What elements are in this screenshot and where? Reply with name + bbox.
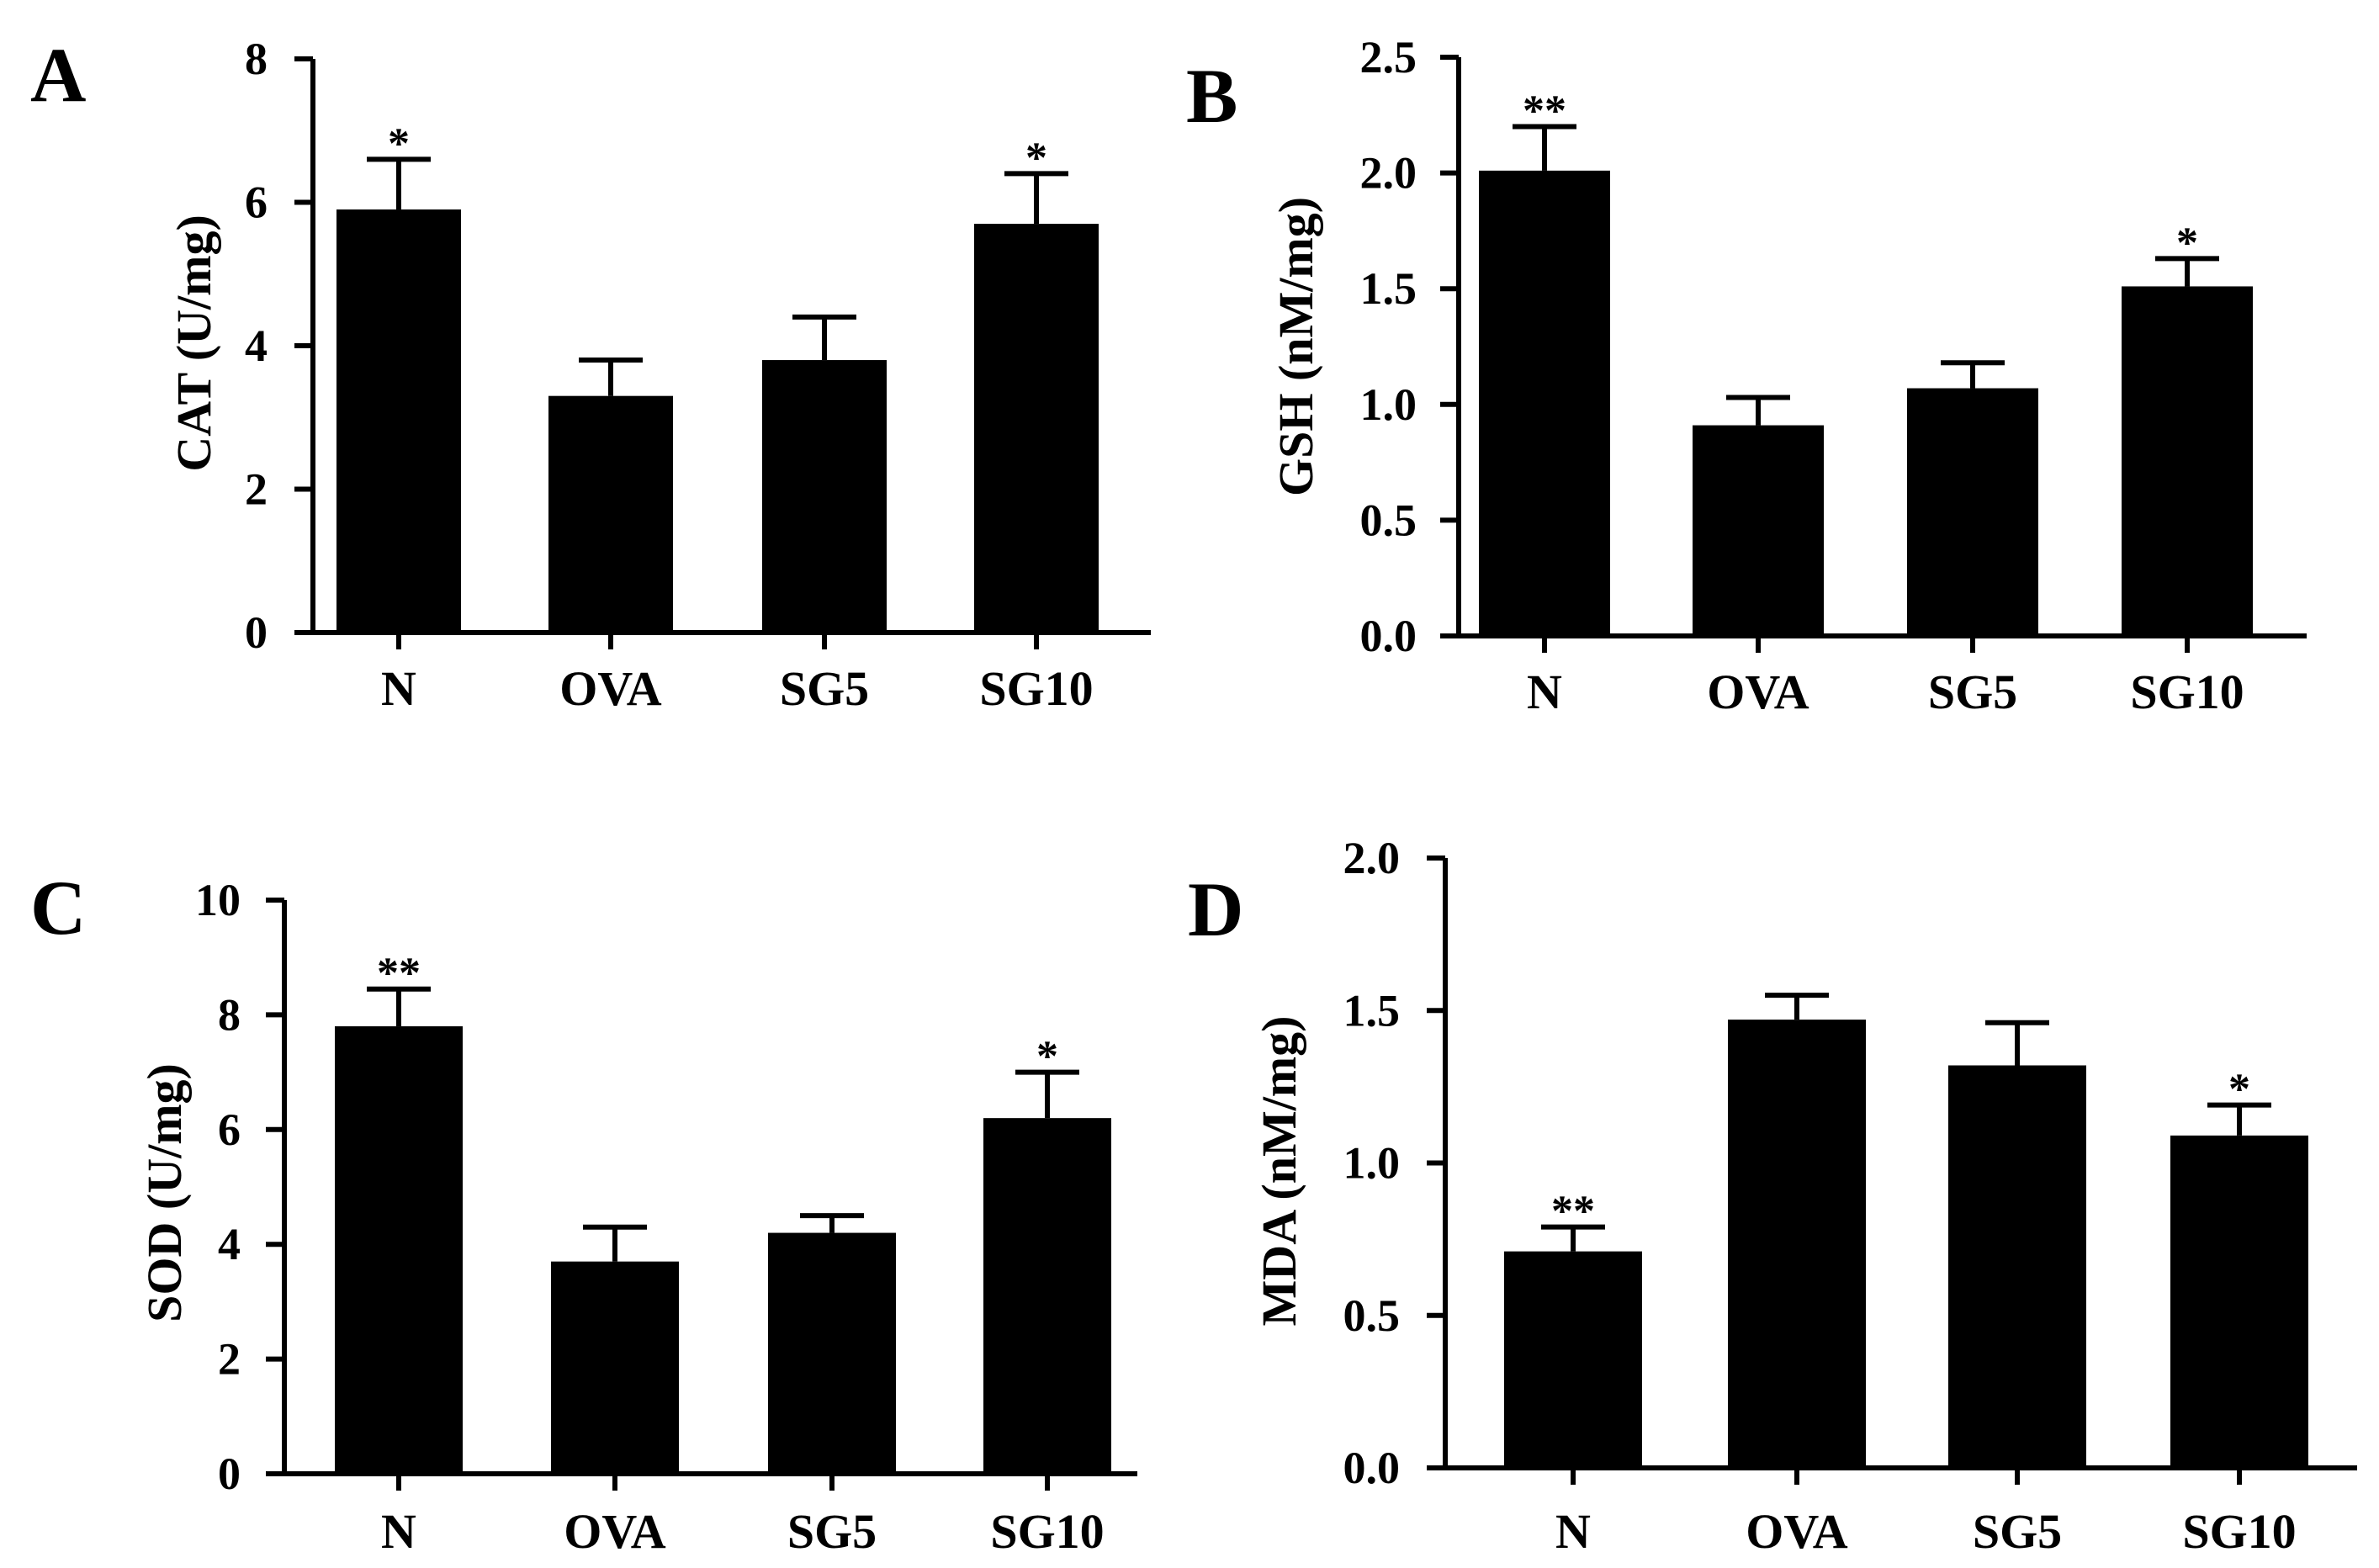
bar-ova — [1728, 1020, 1866, 1468]
bar-n — [335, 1026, 463, 1474]
x-tick-label: SG5 — [780, 661, 869, 716]
y-tick-label: 6 — [245, 177, 268, 228]
y-tick-label: 0.0 — [1360, 611, 1417, 661]
y-tick-label: 1.5 — [1360, 263, 1417, 314]
y-axis-title: SOD (U/mg) — [137, 1063, 192, 1322]
x-tick-label: SG10 — [990, 1504, 1104, 1559]
significance-mark: * — [388, 119, 410, 167]
y-tick-label: 6 — [218, 1104, 241, 1155]
panel-a-plot: 0 2 4 6 8 * N OVA SG5 * SG10 — [245, 34, 1151, 716]
panel-d: D 0.0 0.5 1.0 1.5 2.0 ** N OVA SG5 * SG10 MDA (nM/… — [1188, 833, 2357, 1559]
bar-ova — [551, 1261, 679, 1474]
y-tick-label: 4 — [245, 320, 268, 371]
bar-sg5 — [768, 1232, 896, 1474]
y-tick-label: 0.0 — [1343, 1443, 1401, 1493]
y-tick-label: 4 — [218, 1219, 241, 1269]
panel-letter: C — [30, 865, 86, 951]
y-axis-title: MDA (nM/mg) — [1252, 1016, 1306, 1327]
x-tick-label: OVA — [559, 661, 662, 716]
bar-n — [336, 209, 461, 633]
y-tick-label: 2 — [218, 1334, 241, 1385]
y-tick-label: 0.5 — [1343, 1290, 1401, 1341]
y-tick-label: 0 — [218, 1449, 241, 1499]
bar-sg5 — [1948, 1065, 2086, 1468]
y-tick-label: 8 — [245, 34, 268, 84]
panel-b-plot: 0.0 0.5 1.0 1.5 2.0 2.5 ** N OVA SG5 * SG10 — [1360, 32, 2307, 719]
x-tick-label: N — [381, 1504, 416, 1559]
x-tick-label: SG5 — [1973, 1504, 2062, 1559]
panel-c-plot: 0 2 4 6 8 10 ** N OVA SG5 * SG10 — [195, 875, 1137, 1559]
panel-c: C 0 2 4 6 8 10 ** N OVA SG5 * SG10 SOD (U/mg) — [30, 865, 1137, 1559]
y-tick-label: 2.5 — [1360, 32, 1417, 82]
significance-mark: * — [1036, 1033, 1058, 1081]
bar-n — [1504, 1251, 1642, 1468]
significance-mark: ** — [377, 950, 421, 998]
x-tick-label: SG10 — [2130, 665, 2244, 719]
panel-d-plot: 0.0 0.5 1.0 1.5 2.0 ** N OVA SG5 * SG10 — [1343, 833, 2357, 1559]
x-tick-label: SG10 — [979, 661, 1093, 716]
y-tick-label: 10 — [195, 875, 241, 925]
panel-letter: B — [1186, 53, 1237, 139]
x-tick-label: SG5 — [1928, 665, 2017, 719]
y-tick-label: 0 — [245, 607, 268, 658]
x-tick-label: SG10 — [2182, 1504, 2296, 1559]
bar-sg5 — [1907, 388, 2038, 636]
bar-sg10 — [2122, 286, 2253, 636]
y-tick-label: 2.0 — [1343, 833, 1401, 883]
bar-sg10 — [983, 1118, 1111, 1474]
y-tick-label: 1.0 — [1360, 379, 1417, 430]
panel-letter: A — [30, 32, 86, 118]
significance-mark: * — [2176, 219, 2198, 267]
panel-letter: D — [1188, 866, 1243, 952]
bar-n — [1479, 170, 1610, 636]
x-tick-label: N — [381, 661, 416, 716]
bar-sg5 — [762, 360, 887, 633]
x-tick-label: N — [1527, 665, 1562, 719]
y-tick-label: 1.0 — [1343, 1138, 1401, 1189]
y-tick-label: 8 — [218, 989, 241, 1040]
bar-sg10 — [2170, 1135, 2308, 1468]
significance-mark: ** — [1551, 1188, 1595, 1236]
significance-mark: * — [2228, 1066, 2250, 1114]
significance-mark: ** — [1523, 87, 1566, 135]
y-tick-label: 0.5 — [1360, 495, 1417, 545]
y-axis-title: CAT (U/mg) — [167, 215, 221, 472]
bar-ova — [1693, 425, 1824, 636]
bar-ova — [548, 395, 673, 633]
y-tick-label: 2.0 — [1360, 148, 1417, 199]
x-tick-label: OVA — [1707, 665, 1809, 719]
y-axis-title: GSH (nM/mg) — [1269, 197, 1323, 496]
panel-b: B 0.0 0.5 1.0 1.5 2.0 2.5 ** N OVA SG5 * SG10 GSH (… — [1186, 32, 2307, 719]
x-tick-label: N — [1555, 1504, 1591, 1559]
x-tick-label: OVA — [1746, 1504, 1848, 1559]
x-tick-label: SG5 — [787, 1504, 877, 1559]
significance-mark: * — [1025, 134, 1047, 182]
panel-a: A 0 2 4 6 8 * N OVA SG5 * SG10 CAT (U/mg) — [30, 32, 1151, 716]
bar-sg10 — [974, 224, 1099, 633]
x-tick-label: OVA — [564, 1504, 666, 1559]
y-tick-label: 1.5 — [1343, 985, 1401, 1036]
y-tick-label: 2 — [245, 464, 268, 515]
